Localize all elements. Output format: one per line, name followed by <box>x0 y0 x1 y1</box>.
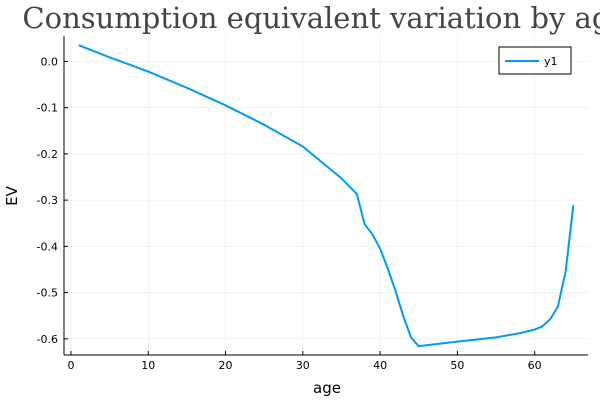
y-tick-label: -0.2 <box>37 148 58 161</box>
y-tick-label: 0.0 <box>41 55 59 68</box>
x-axis-label: age <box>313 379 341 397</box>
grid <box>64 36 588 355</box>
legend: y1 <box>498 46 572 75</box>
x-tick-label: 20 <box>219 359 233 372</box>
series-layer <box>78 44 575 348</box>
x-tick-label: 40 <box>373 359 387 372</box>
y-tick-label: -0.5 <box>37 287 58 300</box>
legend-label-y1: y1 <box>544 55 558 68</box>
x-tick-label: 10 <box>141 359 155 372</box>
y-axis-label: EV <box>3 185 21 205</box>
x-tick-label: 30 <box>296 359 310 372</box>
x-tick-label: 0 <box>67 359 74 372</box>
tick-labels: 0 10 20 30 40 50 60 0.0 -0.1 -0.2 -0.3 -0.4 -0.5 -0.6 <box>37 55 542 372</box>
y-tick-label: -0.6 <box>37 333 58 346</box>
y-tick-label: -0.1 <box>37 102 58 115</box>
series-line-y1 <box>78 44 575 348</box>
y-tick-label: -0.4 <box>37 240 58 253</box>
x-tick-label: 50 <box>450 359 464 372</box>
axes <box>63 36 588 356</box>
y-tick-label: -0.3 <box>37 194 58 207</box>
x-tick-label: 60 <box>528 359 542 372</box>
chart-title: Consumption equivalent variation by age <box>22 1 600 35</box>
